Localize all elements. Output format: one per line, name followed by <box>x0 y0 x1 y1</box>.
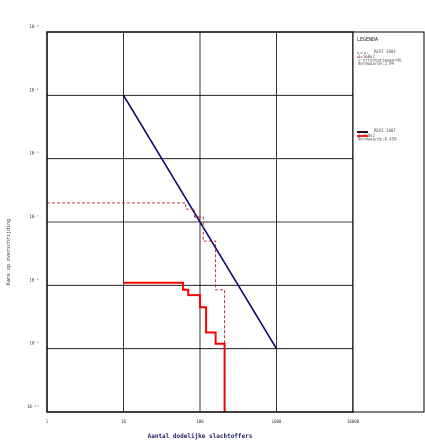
y-tick-label: 10⁻⁶ <box>29 151 39 156</box>
y-tick-label: 10⁻⁷ <box>29 214 39 219</box>
series-line-revi2007_norm <box>122 94 278 350</box>
legend-box <box>352 31 425 413</box>
series-layer <box>47 94 278 412</box>
legend-entry-text: 1 *10e2 <box>358 54 375 59</box>
y-tick-label: 10⁻⁸ <box>29 277 39 282</box>
y-tick-label: 10⁻⁹ <box>29 341 39 346</box>
legend-title: LEGENDA <box>357 37 378 43</box>
legend-entry-text: 1 *10e2 <box>358 133 375 138</box>
x-tick-label: 10 <box>121 419 126 424</box>
legend-entry-text: REVI 2007 <box>374 128 396 133</box>
x-tick-label: 100 <box>196 419 204 424</box>
series-line-revi2004_norm <box>123 281 226 412</box>
y-tick-label: 10⁻⁴ <box>29 24 39 29</box>
x-tick-labels: 1 10 100 1000 10000 <box>46 419 360 424</box>
x-axis-label: Aantal dodelijke slachtoffers <box>148 433 253 440</box>
x-tick-label: 1000 <box>272 419 282 424</box>
x-tick-label: 1 <box>46 419 49 424</box>
y-axis-label: Kans op overschrijding <box>6 219 12 285</box>
legend-entry-text: Normwaarde:0.459 <box>358 137 397 142</box>
legend-entry-text: = oriëntatiewaarde <box>358 58 402 63</box>
y-tick-label: 10⁻¹⁰ <box>27 404 39 409</box>
legend-entry-text: REVI 2004 <box>374 49 396 54</box>
y-tick-label: 10⁻⁵ <box>29 87 39 92</box>
legend-entry-text: Normwaarde:2.9% <box>358 61 395 66</box>
y-tick-labels: 10⁻⁴ 10⁻⁵ 10⁻⁶ 10⁻⁷ 10⁻⁸ 10⁻⁹ 10⁻¹⁰ <box>27 24 39 409</box>
x-tick-label: 10000 <box>347 419 360 424</box>
series-line-revi2004_dashed <box>47 202 226 412</box>
